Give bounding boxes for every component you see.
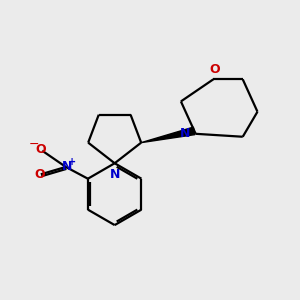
Text: O: O [34, 168, 45, 181]
Text: N: N [62, 160, 73, 173]
Text: −: − [29, 138, 39, 151]
Polygon shape [141, 127, 195, 142]
Text: +: + [68, 157, 76, 166]
Text: O: O [209, 63, 220, 76]
Text: N: N [110, 168, 120, 181]
Text: N: N [180, 127, 190, 140]
Text: O: O [35, 143, 46, 156]
